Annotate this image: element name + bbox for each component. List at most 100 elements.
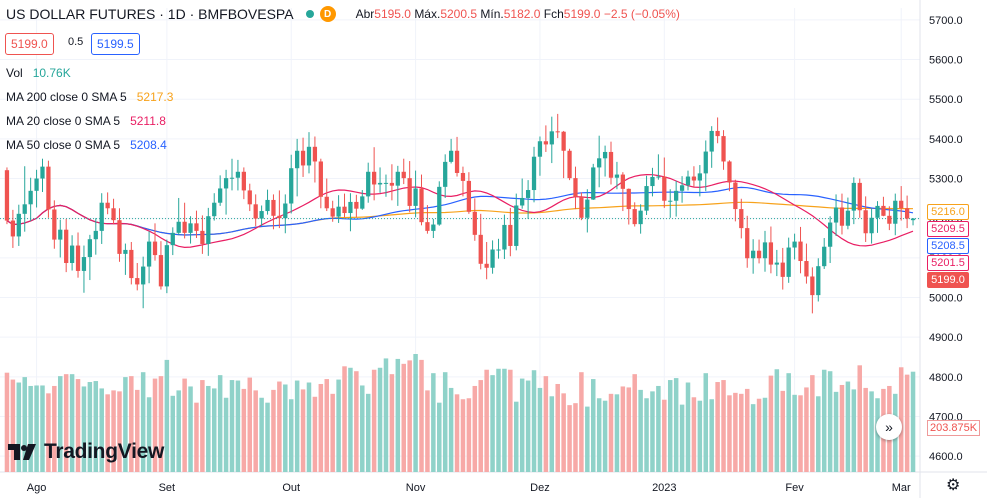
indicator-ma200[interactable]: MA 200 close 0 SMA 5 5217.3 [6, 90, 173, 104]
candle-body [863, 210, 868, 234]
symbol-title[interactable]: US DOLLAR FUTURES · 1D · BMFBOVESPA [6, 6, 294, 22]
candle-body [401, 171, 406, 179]
x-tick-label: Out [282, 482, 300, 494]
candle-body [58, 229, 63, 240]
candle-body [235, 171, 241, 178]
logo-text: TradingView [44, 440, 165, 463]
volume-bar [235, 380, 241, 472]
volume-bar [288, 399, 294, 472]
gear-icon[interactable]: ⚙ [946, 477, 961, 494]
data-badge[interactable]: D [319, 6, 336, 22]
volume-bar [679, 404, 685, 472]
volume-bar [626, 387, 632, 472]
volume-bar [514, 401, 519, 472]
volume-bar [241, 388, 247, 472]
candle-body [638, 210, 643, 225]
candle-body [111, 208, 116, 221]
y-tick-label: 4800.0 [929, 372, 963, 384]
candle-body [662, 176, 667, 201]
volume-bar [419, 359, 424, 472]
volume-bar [561, 393, 566, 472]
volume-bar [271, 389, 276, 472]
volume-bar [105, 394, 110, 472]
candle-body [910, 218, 916, 221]
buy-button[interactable]: 5199.5 [91, 33, 140, 55]
x-tick-label: Dez [530, 482, 550, 494]
candle-body [579, 196, 584, 218]
candle-body [632, 209, 637, 225]
candle-body [152, 241, 158, 256]
candle-body [371, 171, 377, 185]
volume-bar [4, 372, 10, 472]
volume-bar [277, 381, 282, 472]
time-axis[interactable]: Ago Set Out Nov Dez 2023 Fev Mar [27, 482, 911, 494]
candle-body [448, 150, 454, 162]
volume-bar [164, 359, 170, 472]
candle-body [703, 151, 708, 174]
volume-bar [40, 385, 45, 472]
candle-body [419, 188, 424, 223]
candle-body [22, 204, 27, 214]
price-tag-ma200: 5216.0 [927, 204, 969, 220]
candle-body [904, 208, 910, 219]
candle-body [164, 245, 169, 287]
volume-bar [898, 367, 904, 472]
candle-body [508, 224, 513, 246]
candle-body [780, 262, 785, 277]
candle-body [318, 161, 323, 197]
candle-body [87, 239, 93, 258]
ohlc-high-label: Máx. [414, 7, 441, 21]
volume-bar [182, 378, 187, 472]
volume-bar [123, 377, 128, 472]
volume-bar [804, 387, 809, 472]
volume-bar [431, 373, 436, 472]
candle-body [691, 176, 697, 181]
indicator-volume[interactable]: Vol 10.76K [6, 66, 71, 80]
tradingview-logo[interactable]: TradingView [8, 440, 164, 464]
candle-body [520, 197, 525, 206]
ohlc-close-value: 5199.0 −2.5 (−0.05%) [563, 7, 680, 21]
candle-body [454, 150, 460, 173]
candle-body [259, 211, 264, 219]
indicator-ma50[interactable]: MA 50 close 0 SMA 5 5208.4 [6, 138, 167, 152]
candle-body [93, 230, 98, 240]
volume-bar [792, 394, 797, 472]
candle-body [312, 146, 318, 162]
indicator-value: 5208.4 [130, 138, 167, 152]
candle-body [555, 131, 560, 133]
volume-bar [129, 376, 134, 472]
volume-bar [22, 377, 27, 472]
volume-bar [336, 379, 341, 472]
volume-bar [46, 393, 51, 472]
candle-body [472, 211, 477, 235]
candles [4, 113, 916, 314]
market-status-icon [305, 10, 314, 18]
volume-bar [158, 376, 164, 472]
double-chevron-right-icon[interactable]: » [876, 414, 902, 440]
candle-body [762, 242, 768, 259]
volume-bar [662, 399, 667, 472]
candle-body [674, 190, 679, 201]
candle-body [804, 261, 809, 277]
volume-bar [34, 385, 39, 472]
candle-body [839, 207, 845, 226]
ma50-line [6, 186, 914, 236]
sell-button[interactable]: 5199.0 [5, 33, 54, 55]
volume-bar [99, 388, 104, 472]
candle-body [751, 250, 756, 259]
indicator-value: 10.76K [32, 66, 71, 80]
candle-body [768, 242, 774, 265]
volume-bar [644, 398, 649, 472]
volume-bar [265, 402, 270, 472]
candle-body [271, 199, 276, 216]
candle-body [188, 223, 193, 233]
volume-bar [816, 396, 821, 472]
indicator-ma20[interactable]: MA 20 close 0 SMA 5 5211.8 [6, 114, 166, 128]
candle-body [360, 196, 365, 209]
candle-body [881, 205, 886, 216]
y-tick-label: 5600.0 [929, 55, 963, 67]
price-tag-ma20: 5209.5 [927, 221, 969, 237]
x-tick-label: Fev [785, 482, 804, 494]
candle-body [366, 171, 371, 197]
